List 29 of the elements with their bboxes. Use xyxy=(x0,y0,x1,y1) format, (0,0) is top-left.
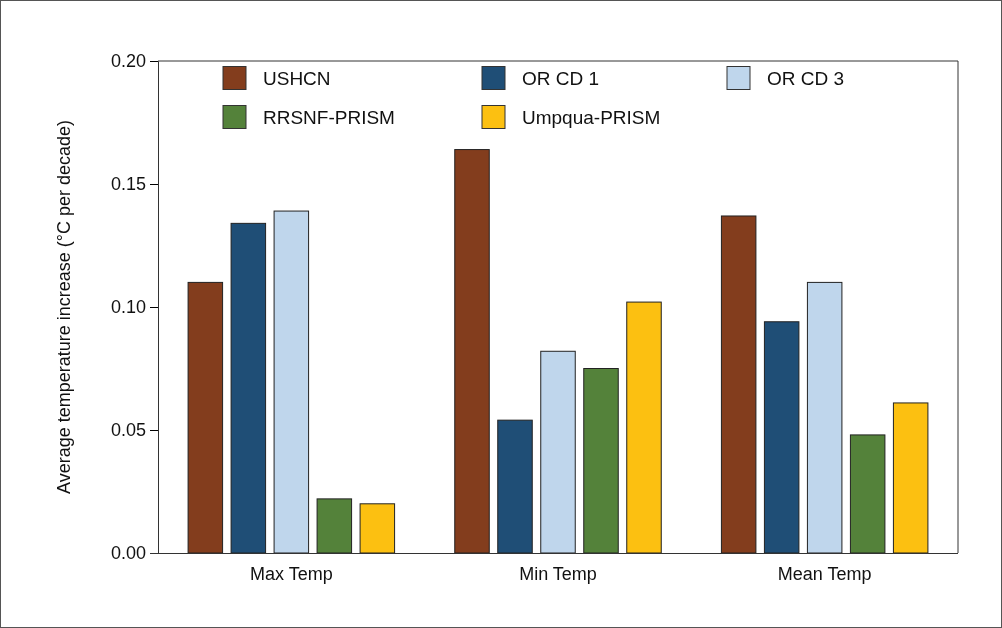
bar xyxy=(273,210,310,554)
y-tick-label: 0.05 xyxy=(110,420,146,441)
bar xyxy=(583,368,619,554)
bar xyxy=(849,434,886,554)
legend-label: Umpqua-PRISM xyxy=(522,107,661,128)
bar xyxy=(763,321,800,554)
bar xyxy=(892,402,929,554)
bar xyxy=(359,503,396,554)
bar xyxy=(497,419,533,554)
y-tick-label: 0.10 xyxy=(110,297,146,318)
legend-label: RRSNF-PRISM xyxy=(263,107,395,128)
legend-label: USHCN xyxy=(263,68,331,89)
x-tick-label: Max Temp xyxy=(249,563,333,584)
bar xyxy=(454,149,490,554)
y-tick-label: 0.15 xyxy=(110,174,146,195)
x-tick-label: Min Temp xyxy=(519,563,597,584)
bar xyxy=(187,281,224,554)
bar xyxy=(626,301,662,554)
y-tick-label: 0.00 xyxy=(110,543,146,564)
x-tick-label: Mean Temp xyxy=(777,563,872,584)
bar xyxy=(806,281,843,554)
bar xyxy=(230,222,267,554)
legend-label: OR CD 3 xyxy=(767,68,845,89)
bar xyxy=(540,350,576,554)
y-axis-title: Average temperature increase (°C per decade) xyxy=(54,119,74,495)
bar xyxy=(316,498,353,554)
legend-label: OR CD 1 xyxy=(522,68,600,89)
bar xyxy=(720,215,757,554)
y-tick-label: 0.20 xyxy=(110,51,146,72)
